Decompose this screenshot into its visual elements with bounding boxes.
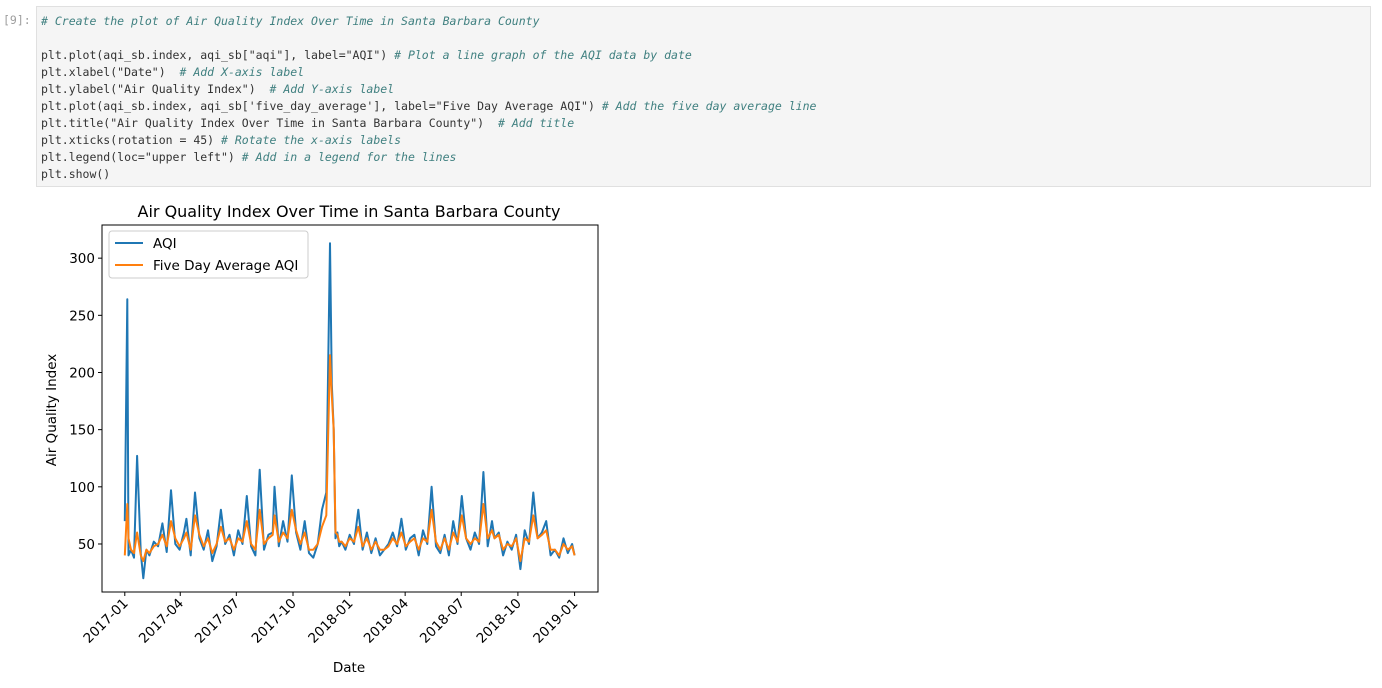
x-tick-label: 2017-01 (80, 596, 131, 647)
y-tick-label: 250 (69, 308, 95, 324)
code-cell[interactable]: # Create the plot of Air Quality Index O… (36, 6, 1371, 187)
y-axis-label: Air Quality Index (44, 354, 60, 467)
x-axis-label: Date (333, 660, 365, 676)
code-text: plt.xticks(rotation = 45) (41, 133, 222, 147)
code-comment: # Create the plot of Air Quality Index O… (41, 14, 540, 28)
x-tick-label: 2019-01 (530, 596, 581, 647)
code-text: plt.ylabel("Air Quality Index") (41, 82, 270, 96)
code-line: plt.ylabel("Air Quality Index") # Add Y-… (41, 81, 816, 98)
data-line (123, 354, 576, 563)
x-tick-label: 2017-04 (136, 596, 187, 647)
y-tick-label: 150 (69, 423, 95, 439)
code-text: plt.legend(loc="upper left") (41, 150, 242, 164)
code-text: plt.title("Air Quality Index Over Time i… (41, 116, 498, 130)
x-tick-label: 2018-04 (361, 596, 412, 647)
code-text: plt.plot(aqi_sb.index, aqi_sb['five_day_… (41, 99, 602, 113)
code-comment: # Add the five day average line (601, 99, 817, 113)
code-line: plt.plot(aqi_sb.index, aqi_sb['five_day_… (41, 98, 816, 115)
cell-prompt: [9]: (3, 13, 31, 27)
y-tick-label: 300 (69, 251, 95, 267)
legend-box (108, 230, 309, 279)
code-text: plt.plot(aqi_sb.index, aqi_sb["aqi"], la… (41, 48, 395, 62)
y-tick-label: 50 (78, 537, 95, 553)
code-comment: # Plot a line graph of the AQI data by d… (394, 48, 692, 62)
legend-label: Five Day Average AQI (153, 258, 298, 274)
x-tick-label: 2018-07 (417, 596, 468, 647)
x-tick-label: 2017-07 (192, 596, 243, 647)
code-comment: # Add title (497, 116, 575, 130)
code-line: # Create the plot of Air Quality Index O… (41, 13, 816, 30)
x-tick-label: 2018-01 (305, 596, 356, 647)
code-comment: # Rotate the x-axis labels (221, 133, 402, 147)
code-line: plt.title("Air Quality Index Over Time i… (41, 115, 816, 132)
code-line: plt.show() (41, 166, 816, 183)
code-line: plt.xticks(rotation = 45) # Rotate the x… (41, 132, 816, 149)
y-tick-label: 100 (69, 480, 95, 496)
plot-frame (101, 224, 599, 593)
x-tick-label: 2017-10 (249, 596, 300, 647)
chart-title: Air Quality Index Over Time in Santa Bar… (138, 202, 561, 221)
code: # Create the plot of Air Quality Index O… (41, 13, 816, 183)
code-comment: # Add Y-axis label (269, 82, 395, 96)
y-tick-label: 200 (69, 365, 95, 381)
code-line: plt.legend(loc="upper left") # Add in a … (41, 149, 816, 166)
code-comment: # Add X-axis label (179, 65, 305, 79)
code-text: plt.xlabel("Date") (41, 65, 180, 79)
legend-label: AQI (153, 236, 177, 252)
code-text: plt.show() (41, 167, 111, 181)
code-line: plt.xlabel("Date") # Add X-axis label (41, 64, 816, 81)
code-comment: # Add in a legend for the lines (241, 150, 457, 164)
data-line (123, 242, 576, 580)
x-tick-label: 2018-10 (474, 596, 525, 647)
code-line: plt.plot(aqi_sb.index, aqi_sb["aqi"], la… (41, 47, 816, 64)
